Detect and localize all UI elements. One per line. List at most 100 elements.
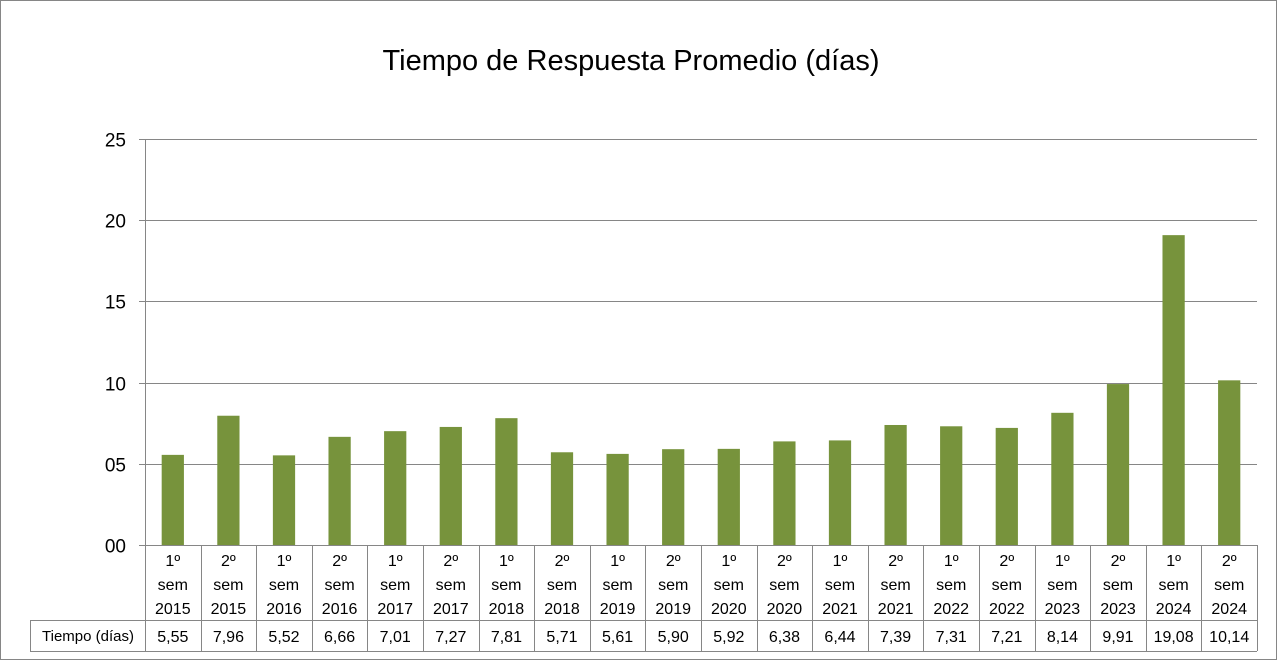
data-label: 7,81 <box>491 629 522 646</box>
category-label: 2016 <box>266 601 302 618</box>
category-label: sem <box>1047 577 1077 594</box>
category-label: 2º <box>888 553 903 570</box>
category-label: 2023 <box>1100 601 1136 618</box>
category-label: 1º <box>388 553 403 570</box>
category-label: sem <box>936 577 966 594</box>
category-label: 1º <box>499 553 514 570</box>
category-label: 2º <box>1222 553 1237 570</box>
category-label: 1º <box>165 553 180 570</box>
bar <box>717 448 740 545</box>
bar <box>439 426 462 545</box>
category-label: 2022 <box>933 601 969 618</box>
data-label: 7,21 <box>991 629 1022 646</box>
data-label: 5,52 <box>268 629 299 646</box>
category-label: 2021 <box>822 601 858 618</box>
data-label: 5,90 <box>658 629 689 646</box>
chart-title: Tiempo de Respuesta Promedio (días) <box>383 45 880 77</box>
bar <box>1106 384 1130 545</box>
category-label: sem <box>491 577 521 594</box>
category-label: sem <box>602 577 632 594</box>
category-label: 2º <box>443 553 458 570</box>
category-label: sem <box>547 577 577 594</box>
category-label: 2020 <box>767 601 803 618</box>
category-label: 2018 <box>544 601 580 618</box>
category-label: sem <box>213 577 243 594</box>
category-label: sem <box>825 577 855 594</box>
category-label: sem <box>1214 577 1244 594</box>
category-label: 1º <box>721 553 736 570</box>
bar <box>995 427 1018 545</box>
data-label: 5,71 <box>546 629 577 646</box>
bar <box>940 426 963 545</box>
category-label: 2016 <box>322 601 358 618</box>
data-label: 5,61 <box>602 629 633 646</box>
category-label: 2º <box>555 553 570 570</box>
bar <box>328 436 351 545</box>
category-label: 1º <box>833 553 848 570</box>
y-tick-label: 25 <box>105 131 126 152</box>
bar <box>884 424 907 545</box>
category-label: sem <box>769 577 799 594</box>
category-label: sem <box>1158 577 1188 594</box>
bar <box>1051 412 1074 545</box>
y-tick-label: 10 <box>105 375 126 396</box>
bar <box>1218 380 1241 545</box>
data-label: 7,31 <box>936 629 967 646</box>
category-label: 1º <box>1055 553 1070 570</box>
category-label: 2024 <box>1156 601 1192 618</box>
data-label: 7,01 <box>380 629 411 646</box>
category-label: 2021 <box>878 601 914 618</box>
category-label: 2022 <box>989 601 1025 618</box>
data-label: 5,92 <box>713 629 744 646</box>
data-label: 7,27 <box>435 629 466 646</box>
bar <box>1162 235 1185 545</box>
data-label: 6,66 <box>324 629 355 646</box>
category-label: 1º <box>1166 553 1181 570</box>
category-label: sem <box>714 577 744 594</box>
y-tick-label: 00 <box>105 537 126 558</box>
bar <box>773 441 796 545</box>
data-label: 5,55 <box>157 629 188 646</box>
bar <box>272 455 296 545</box>
category-label: 2024 <box>1211 601 1247 618</box>
category-label: sem <box>158 577 188 594</box>
category-label: sem <box>269 577 299 594</box>
category-label: 2019 <box>655 601 691 618</box>
category-label: 2º <box>777 553 792 570</box>
category-label: 2018 <box>489 601 525 618</box>
category-label: 2º <box>221 553 236 570</box>
category-label: 1º <box>944 553 959 570</box>
data-label: 9,91 <box>1102 629 1133 646</box>
bar <box>606 453 629 545</box>
table-series-name: Tiempo (días) <box>42 628 134 645</box>
category-label: sem <box>658 577 688 594</box>
data-label: 6,44 <box>824 629 855 646</box>
category-label: 2017 <box>377 601 413 618</box>
category-label: sem <box>1103 577 1133 594</box>
category-label: 2º <box>999 553 1014 570</box>
y-tick-label: 05 <box>105 456 126 477</box>
bar <box>161 454 184 545</box>
category-label: sem <box>880 577 910 594</box>
category-label: 2015 <box>211 601 247 618</box>
category-label: sem <box>380 577 410 594</box>
category-label: 2º <box>332 553 347 570</box>
bar <box>828 440 852 545</box>
category-label: 1º <box>277 553 292 570</box>
bar <box>217 415 240 545</box>
category-label: 2015 <box>155 601 191 618</box>
data-label: 7,39 <box>880 629 911 646</box>
y-tick-label: 20 <box>105 212 126 233</box>
bar <box>384 431 407 545</box>
category-label: sem <box>992 577 1022 594</box>
category-label: 2023 <box>1045 601 1081 618</box>
y-tick-label: 15 <box>105 293 126 314</box>
category-label: 1º <box>610 553 625 570</box>
data-label: 6,38 <box>769 629 800 646</box>
bar <box>662 449 685 545</box>
data-label: 19,08 <box>1154 629 1194 646</box>
data-label: 7,96 <box>213 629 244 646</box>
data-label: 10,14 <box>1209 629 1249 646</box>
